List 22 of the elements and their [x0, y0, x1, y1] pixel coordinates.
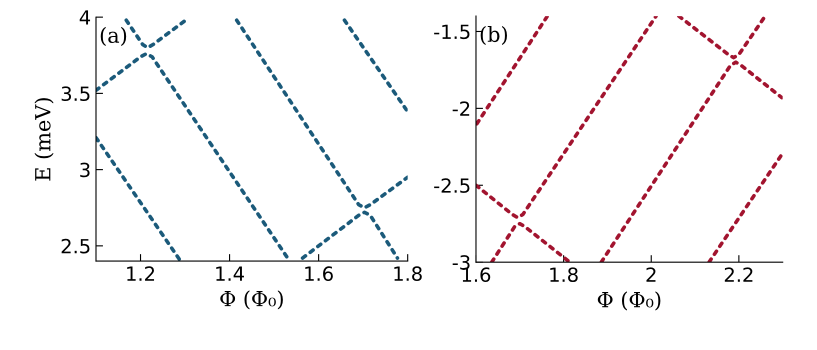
y-tick-label: -2: [452, 101, 470, 116]
x-axis-title: Φ (Φ₀): [598, 291, 660, 310]
line-series: [96, 52, 292, 262]
x-tick-label: 1.6: [305, 266, 333, 282]
x-tick-label: 1.2: [127, 266, 154, 281]
x-tick-label: 2: [646, 267, 656, 282]
annotation: (a): [100, 26, 126, 46]
x-tick-label: 1.4: [216, 266, 244, 281]
y-tick-label: -1.5: [434, 24, 470, 40]
y-tick-label: -2.5: [434, 178, 470, 193]
y-axis-title: E (meV): [34, 98, 54, 181]
x-tick-label: 1.8: [550, 267, 578, 282]
annotation: (b): [480, 26, 507, 46]
y-tick-label: 3.5: [62, 86, 90, 102]
y-tick-label: 3: [80, 162, 90, 178]
x-tick-label: 2.2: [724, 267, 752, 282]
y-tick-label: 2.5: [62, 238, 90, 254]
y-tick-label: 4: [80, 10, 90, 25]
line-series: [476, 16, 658, 220]
x-axis-title: Φ (Φ₀): [220, 290, 283, 310]
x-tick-label: 1.8: [394, 266, 422, 282]
line-series: [234, 18, 408, 210]
